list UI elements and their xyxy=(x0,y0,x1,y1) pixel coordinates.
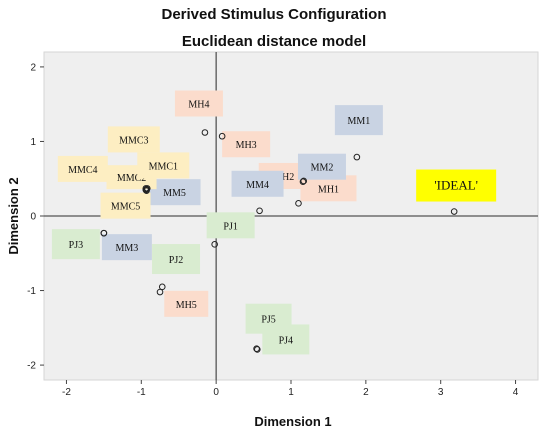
data-point xyxy=(218,132,226,140)
label-text: MM5 xyxy=(163,188,186,199)
point-label-mmc4: MMC4 xyxy=(57,155,108,182)
point-label-mh4: MH4 xyxy=(174,90,223,117)
data-point xyxy=(353,153,361,161)
label-text: MH5 xyxy=(176,300,197,311)
label-text: MM2 xyxy=(311,163,334,174)
label-text: MMC4 xyxy=(68,165,97,176)
label-box xyxy=(107,126,160,153)
label-text: MMC2 xyxy=(117,173,146,184)
data-point xyxy=(256,207,263,215)
point-label-mh3: MH3 xyxy=(222,131,271,158)
point-label-mmc5: MMC5 xyxy=(100,192,151,219)
label-text: PJ4 xyxy=(279,335,293,346)
y-tick-label: -2 xyxy=(27,361,36,372)
point-label-mh5: MH5 xyxy=(164,290,209,317)
point-label-pj4: PJ4 xyxy=(262,324,310,355)
point-label-mm3: MM3 xyxy=(101,234,152,261)
data-point xyxy=(211,241,218,248)
x-tick-label: -2 xyxy=(62,387,71,398)
label-text: MH3 xyxy=(236,140,257,151)
data-point xyxy=(295,200,302,207)
point-label-mm5: MM5 xyxy=(148,179,201,206)
label-box xyxy=(334,105,383,136)
label-text: MH4 xyxy=(188,100,209,111)
label-text: MM1 xyxy=(347,116,370,127)
point-label-mm2: MM2 xyxy=(297,153,346,180)
x-axis-label: Dimension 1 xyxy=(254,414,331,429)
data-point xyxy=(156,288,164,296)
label-text: MMC5 xyxy=(111,202,140,213)
x-tick-label: 2 xyxy=(363,387,369,398)
point-label-pj2: PJ2 xyxy=(152,244,201,275)
data-point xyxy=(254,346,261,353)
label-box xyxy=(51,229,100,260)
x-tick-label: 1 xyxy=(288,387,294,398)
label-text: PJ3 xyxy=(69,240,83,251)
label-text: PJ5 xyxy=(261,315,275,326)
label-box xyxy=(101,234,152,261)
label-box xyxy=(297,153,346,180)
x-tick-label: 4 xyxy=(513,387,519,398)
data-point xyxy=(201,129,209,136)
label-box xyxy=(262,324,310,355)
data-point xyxy=(300,177,308,185)
label-text: PJ2 xyxy=(169,255,183,266)
point-label-mmc3: MMC3 xyxy=(107,126,160,153)
data-point xyxy=(100,229,108,237)
point-label-ideal: 'IDEAL' xyxy=(416,169,497,202)
y-axis-label: Dimension 2 xyxy=(6,177,21,254)
label-box xyxy=(57,155,108,182)
label-text: 'IDEAL' xyxy=(434,178,478,193)
label-text: MM3 xyxy=(115,243,138,254)
chart-title: Derived Stimulus Configuration xyxy=(161,6,386,23)
y-tick-label: 1 xyxy=(30,137,36,148)
label-box xyxy=(222,131,271,158)
data-point xyxy=(143,187,150,194)
label-box xyxy=(416,169,497,202)
point-labels: MH4MH3MH2MH1MH5MM1MM2MM4MM5MM3MMC3MMC2MM… xyxy=(51,90,497,355)
data-point xyxy=(450,208,458,215)
label-text: MH1 xyxy=(318,184,339,195)
label-box xyxy=(148,179,201,206)
data-points xyxy=(100,129,458,353)
label-text: MMC1 xyxy=(149,161,178,172)
label-text: MMC3 xyxy=(119,135,148,146)
label-text: PJ1 xyxy=(223,221,237,232)
label-box xyxy=(231,170,284,197)
x-tick-label: -1 xyxy=(137,387,146,398)
axis-ticks: -2 -1 0 1 2 3 4 -2 -1 0 1 2 xyxy=(27,62,519,398)
point-label-pj1: PJ1 xyxy=(206,212,255,239)
label-text: MM4 xyxy=(246,180,269,191)
label-box xyxy=(152,244,201,275)
point-label-pj3: PJ3 xyxy=(51,229,100,260)
data-point xyxy=(299,178,307,186)
x-tick-label: 0 xyxy=(213,387,219,398)
y-tick-label: 2 xyxy=(30,62,36,73)
label-box xyxy=(137,152,190,179)
point-label-mm4: MM4 xyxy=(231,170,284,197)
label-box xyxy=(206,212,255,239)
point-label-mmc1: MMC1 xyxy=(137,152,190,179)
data-point xyxy=(142,186,150,194)
x-tick-label: 3 xyxy=(438,387,444,398)
label-box xyxy=(174,90,223,117)
label-text: MH2 xyxy=(273,172,294,183)
y-tick-label: -1 xyxy=(27,286,36,297)
data-point xyxy=(253,345,260,352)
label-box xyxy=(164,290,209,317)
y-tick-label: 0 xyxy=(30,212,36,223)
label-box xyxy=(100,192,151,219)
point-label-mm1: MM1 xyxy=(334,105,383,136)
chart-subtitle: Euclidean distance model xyxy=(182,33,366,50)
